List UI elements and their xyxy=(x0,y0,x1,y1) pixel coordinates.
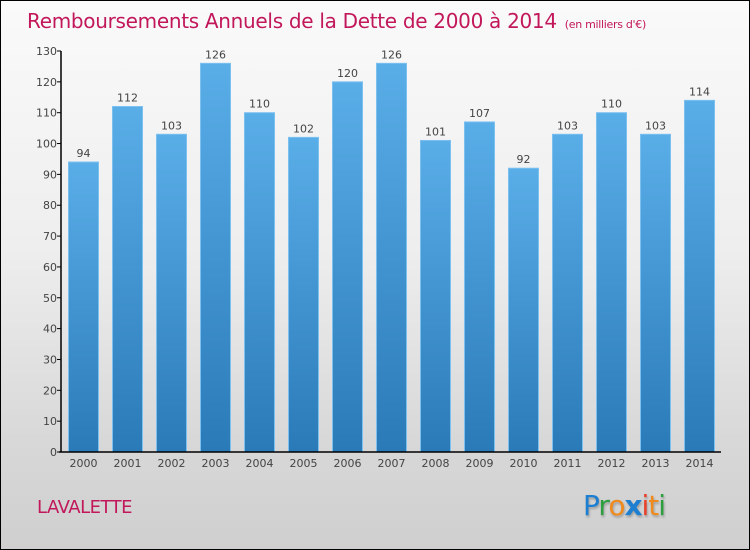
value-label-2000: 94 xyxy=(77,147,91,160)
bar-2002 xyxy=(156,133,187,453)
y-tick-label-20: 20 xyxy=(43,384,57,397)
logo-letter: P xyxy=(583,489,599,522)
bar-2012 xyxy=(596,112,627,453)
y-tick-label-30: 30 xyxy=(43,353,57,366)
y-tick-label-0: 0 xyxy=(50,446,57,459)
value-label-2013: 103 xyxy=(645,119,666,132)
y-tick-label-130: 130 xyxy=(36,45,57,58)
chart-title-text: Remboursements Annuels de la Dette de 20… xyxy=(27,9,557,33)
value-label-2005: 102 xyxy=(293,122,314,135)
chart-subtitle: (en milliers d'€) xyxy=(564,18,646,31)
value-label-2010: 92 xyxy=(517,153,531,166)
y-tick-label-40: 40 xyxy=(43,323,57,336)
x-tick-label-2008: 2008 xyxy=(422,457,450,470)
bar-2008 xyxy=(420,139,451,453)
bar-2010 xyxy=(508,167,539,453)
proxiti-logo[interactable]: Proxiti xyxy=(583,489,666,522)
logo-letter: o xyxy=(608,489,625,522)
y-tick-label-100: 100 xyxy=(36,138,57,151)
value-label-2006: 120 xyxy=(337,67,358,80)
value-label-2002: 103 xyxy=(161,119,182,132)
y-tick-label-110: 110 xyxy=(36,107,57,120)
axes-group: 2000 2001 2002 2003 2004 2005 2006 2007 2008 2009… xyxy=(36,45,721,470)
logo-letter: x xyxy=(624,489,642,522)
x-tick-label-2014: 2014 xyxy=(686,457,714,470)
y-tick-label-90: 90 xyxy=(43,168,57,181)
x-tick-label-2009: 2009 xyxy=(466,457,494,470)
logo-letter: i xyxy=(658,489,666,522)
x-tick-label-2013: 2013 xyxy=(642,457,670,470)
x-tick-label-2002: 2002 xyxy=(158,457,186,470)
value-label-2003: 126 xyxy=(205,48,226,61)
bar-2005 xyxy=(288,136,319,453)
bar-2007 xyxy=(376,62,407,453)
bar-2004 xyxy=(244,112,275,453)
chart-title: Remboursements Annuels de la Dette de 20… xyxy=(27,9,646,33)
y-tick-label-70: 70 xyxy=(43,230,57,243)
x-tick-label-2010: 2010 xyxy=(510,457,538,470)
y-tick-label-10: 10 xyxy=(43,415,57,428)
bar-2013 xyxy=(640,133,671,453)
bar-2011 xyxy=(552,133,583,453)
x-tick-label-2012: 2012 xyxy=(598,457,626,470)
logo-letter: i xyxy=(641,489,650,522)
bar-2014 xyxy=(684,99,715,453)
logo-letter: r xyxy=(598,489,609,522)
value-label-2004: 110 xyxy=(249,98,270,111)
value-label-2012: 110 xyxy=(601,98,622,111)
value-label-2008: 101 xyxy=(425,125,446,138)
x-tick-label-2003: 2003 xyxy=(202,457,230,470)
y-tick-label-120: 120 xyxy=(36,76,57,89)
city-name: LAVALETTE xyxy=(37,497,133,518)
bar-2000 xyxy=(68,161,99,453)
value-label-2014: 114 xyxy=(689,85,710,98)
bar-2006 xyxy=(332,81,363,453)
y-tick-label-50: 50 xyxy=(43,292,57,305)
x-tick-label-2001: 2001 xyxy=(114,457,142,470)
x-tick-label-2011: 2011 xyxy=(554,457,582,470)
bar-2003 xyxy=(200,62,231,453)
bar-2001 xyxy=(112,106,143,453)
x-tick-label-2000: 2000 xyxy=(70,457,98,470)
value-label-2007: 126 xyxy=(381,48,402,61)
x-tick-label-2007: 2007 xyxy=(378,457,406,470)
value-label-2009: 107 xyxy=(469,107,490,120)
bars-group: 94 112 103 126 110 102 120 126 101 107 92 103 110 103… xyxy=(68,48,715,453)
y-tick-label-60: 60 xyxy=(43,261,57,274)
bar-2009 xyxy=(464,121,495,453)
logo-letter: t xyxy=(648,489,659,522)
x-tick-label-2006: 2006 xyxy=(334,457,362,470)
x-tick-label-2005: 2005 xyxy=(290,457,318,470)
value-label-2011: 103 xyxy=(557,119,578,132)
value-label-2001: 112 xyxy=(117,92,138,105)
y-tick-label-80: 80 xyxy=(43,199,57,212)
x-tick-label-2004: 2004 xyxy=(246,457,274,470)
